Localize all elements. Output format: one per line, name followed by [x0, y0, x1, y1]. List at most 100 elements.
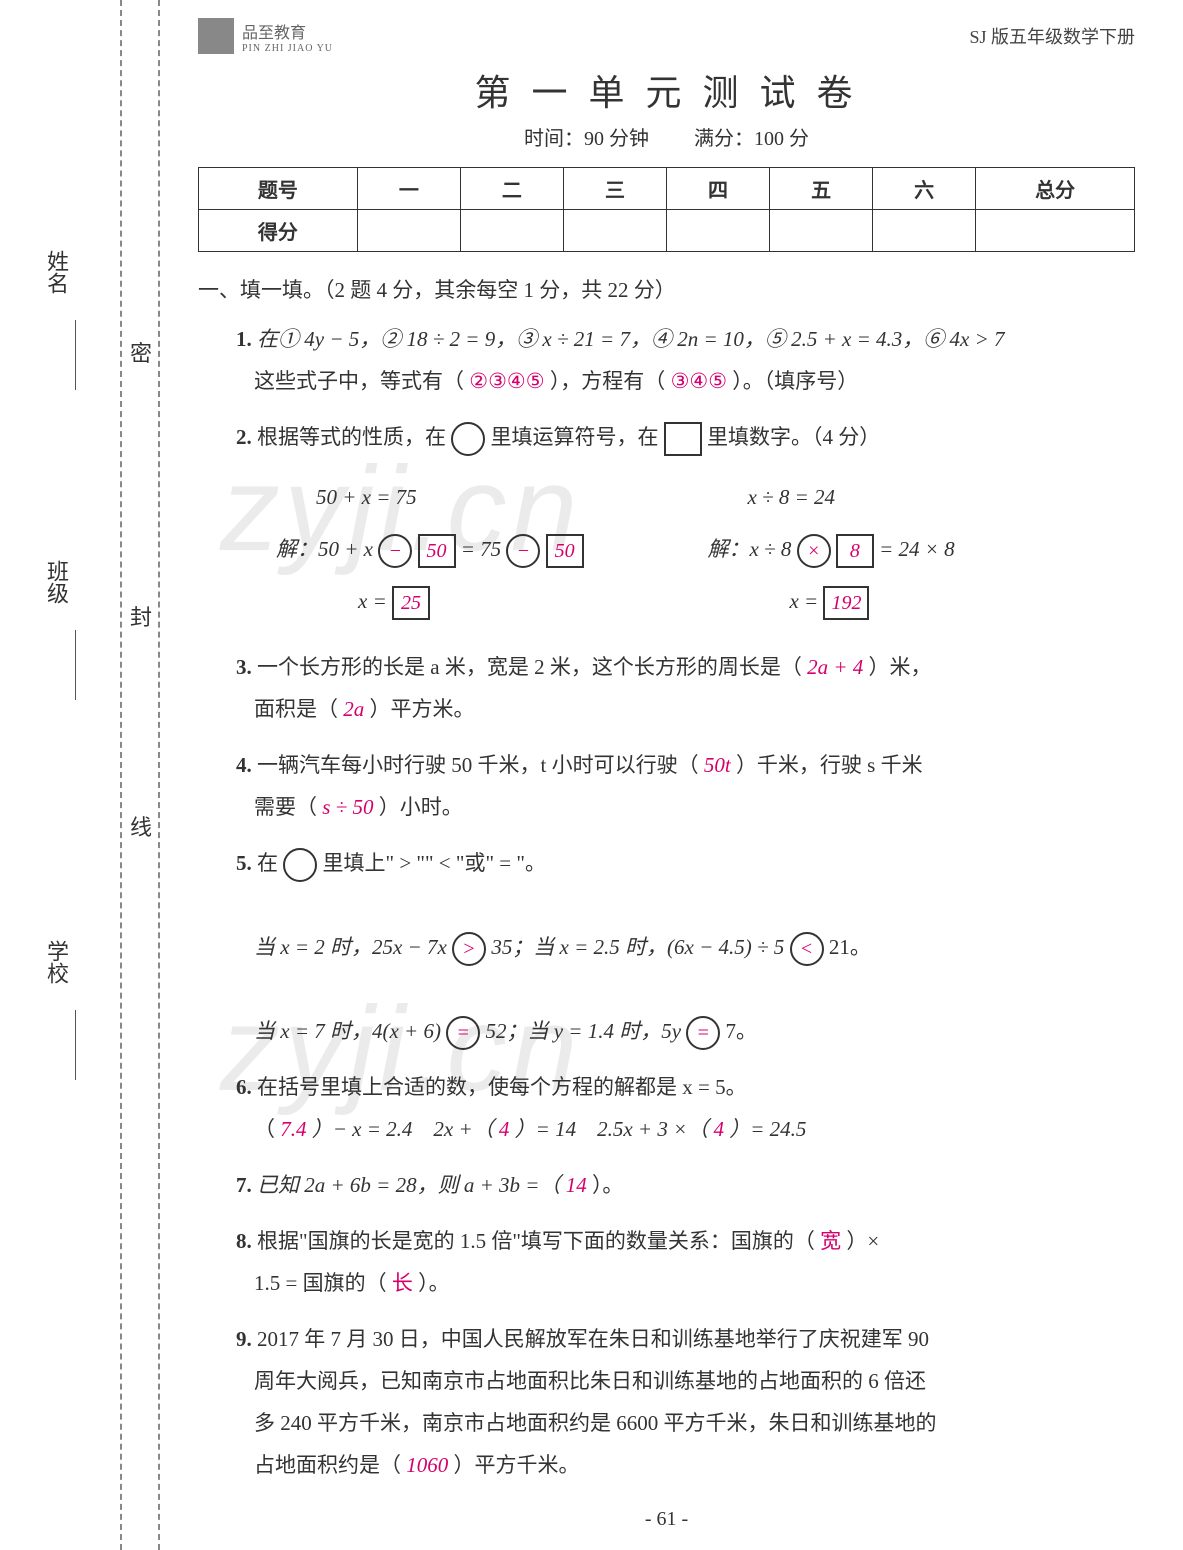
- binding-label-name: 姓名: [40, 250, 72, 294]
- q-number: 4.: [236, 753, 252, 777]
- binding-label-school: 学校: [40, 940, 72, 984]
- ans: 7.4: [280, 1117, 306, 1141]
- q-number: 6.: [236, 1075, 252, 1099]
- eq: x = 192: [747, 580, 1075, 622]
- q2-c: 里填数字。（4 分）: [707, 425, 880, 449]
- th: 三: [563, 168, 666, 210]
- t: 在括号里填上合适的数，使每个方程的解都是 x = 5。: [257, 1075, 747, 1099]
- full-label: 满分: [694, 128, 734, 150]
- table-row: 得分: [199, 210, 1135, 252]
- eq: 50 + x = 75: [316, 476, 644, 518]
- page-header: 品至教育 PIN ZHI JIAO YU SJ 版五年级数学下册: [198, 18, 1135, 54]
- seal-label-feng: 封: [130, 600, 152, 632]
- t: ）平方米。: [370, 697, 475, 721]
- ans: =: [446, 1016, 480, 1050]
- page-content: 品至教育 PIN ZHI JIAO YU SJ 版五年级数学下册 第 一 单 元…: [190, 10, 1143, 1550]
- t: x =: [358, 589, 387, 613]
- th: 得分: [199, 210, 358, 252]
- circle-placeholder-icon: [451, 422, 485, 456]
- t: 2017 年 7 月 30 日，中国人民解放军在朱日和训练基地举行了庆祝建军 9…: [257, 1327, 929, 1351]
- th: 六: [873, 168, 976, 210]
- box-placeholder-icon: [664, 422, 702, 456]
- brand: 品至教育 PIN ZHI JIAO YU: [198, 18, 333, 54]
- ans: >: [452, 932, 486, 966]
- full-value: 100 分: [754, 128, 809, 150]
- t: 多 240 平方千米，南京市占地面积约是 6600 平方千米，朱日和训练基地的: [254, 1411, 937, 1435]
- q1-ans1: ②③④⑤: [469, 369, 544, 393]
- brand-logo-icon: [198, 18, 234, 54]
- t: 一辆汽车每小时行驶 50 千米，t 小时可以行驶（: [257, 753, 699, 777]
- q2-right: x ÷ 8 = 24 解：x ÷ 8 × 8 = 24 × 8 x = 192: [707, 466, 1075, 632]
- time-value: 90 分钟: [584, 128, 649, 150]
- question-1: 1. 在① 4y − 5，② 18 ÷ 2 = 9，③ x ÷ 21 = 7，④…: [236, 318, 1135, 402]
- binding-line: [75, 630, 76, 700]
- t: 52；当 y = 1.4 时，5y: [485, 1019, 681, 1043]
- score-cell[interactable]: [460, 210, 563, 252]
- score-cell[interactable]: [873, 210, 976, 252]
- ans: 1060: [406, 1453, 448, 1477]
- question-5: 5. 在 里填上" > "" < "或" = "。 当 x = 2 时，25x …: [236, 842, 1135, 1052]
- score-cell[interactable]: [976, 210, 1135, 252]
- score-cell[interactable]: [563, 210, 666, 252]
- ans: 4: [714, 1117, 725, 1141]
- ans-n: 8: [836, 534, 874, 568]
- question-8: 8. 根据"国旗的长是宽的 1.5 倍"填写下面的数量关系：国旗的（ 宽 ）× …: [236, 1220, 1135, 1304]
- ans: 宽: [820, 1229, 841, 1253]
- page-subtitle: 时间：90 分钟 满分：100 分: [198, 122, 1135, 151]
- binding-strip: [120, 0, 160, 1550]
- score-cell[interactable]: [357, 210, 460, 252]
- ans: 长: [392, 1271, 413, 1295]
- t: ）千米，行驶 s 千米: [736, 753, 923, 777]
- binding-line: [75, 320, 76, 390]
- circle-placeholder-icon: [283, 848, 317, 882]
- q-number: 8.: [236, 1229, 252, 1253]
- t: 面积是（: [254, 697, 338, 721]
- eq: x ÷ 8 = 24: [747, 476, 1075, 518]
- q1-tail: ）。（填序号）: [732, 369, 858, 393]
- question-4: 4. 一辆汽车每小时行驶 50 千米，t 小时可以行驶（ 50t ）千米，行驶 …: [236, 744, 1135, 828]
- book-edition: SJ 版五年级数学下册: [969, 23, 1135, 49]
- ans: 14: [566, 1173, 587, 1197]
- t: 7。: [726, 1019, 758, 1043]
- binding-label-class: 班级: [40, 560, 72, 604]
- seal-label-mi: 密: [130, 336, 152, 368]
- ans-op: −: [378, 534, 412, 568]
- ans: =: [686, 1016, 720, 1050]
- t: = 75: [461, 537, 501, 561]
- t: 解：50 + x: [276, 537, 373, 561]
- th: 一: [357, 168, 460, 210]
- t: 21。: [829, 935, 871, 959]
- q-number: 7.: [236, 1173, 252, 1197]
- t: 当 x = 7 时，4(x + 6): [254, 1019, 441, 1043]
- brand-pinyin: PIN ZHI JIAO YU: [242, 43, 333, 54]
- t: ）×: [846, 1229, 879, 1253]
- q2-equation-pair: 50 + x = 75 解：50 + x − 50 = 75 − 50 x = …: [276, 466, 1075, 632]
- score-cell[interactable]: [666, 210, 769, 252]
- q-number: 1.: [236, 327, 252, 351]
- th: 题号: [199, 168, 358, 210]
- q1-items: 在① 4y − 5，② 18 ÷ 2 = 9，③ x ÷ 21 = 7，④ 2n…: [257, 327, 1005, 351]
- ans: 2a: [343, 697, 364, 721]
- eq: x = 25: [316, 580, 644, 622]
- q-number: 9.: [236, 1327, 252, 1351]
- t: ）平方千米。: [454, 1453, 580, 1477]
- ans-n: 50: [546, 534, 584, 568]
- question-9: 9. 2017 年 7 月 30 日，中国人民解放军在朱日和训练基地举行了庆祝建…: [236, 1318, 1135, 1486]
- t: ）。: [418, 1271, 450, 1295]
- q-number: 2.: [236, 425, 252, 449]
- question-6: 6. 在括号里填上合适的数，使每个方程的解都是 x = 5。 （ 7.4 ）− …: [236, 1066, 1135, 1150]
- eq: 解：x ÷ 8 × 8 = 24 × 8: [707, 528, 1075, 570]
- t: 已知 2a + 6b = 28，则 a + 3b =（: [257, 1173, 560, 1197]
- ans-op: ×: [797, 534, 831, 568]
- t: 1.5 = 国旗的（: [254, 1271, 387, 1295]
- eq: 解：50 + x − 50 = 75 − 50: [276, 528, 644, 570]
- question-7: 7. 已知 2a + 6b = 28，则 a + 3b =（ 14 ）。: [236, 1164, 1135, 1206]
- t: 一个长方形的长是 a 米，宽是 2 米，这个长方形的周长是（: [257, 655, 802, 679]
- t: 根据"国旗的长是宽的 1.5 倍"填写下面的数量关系：国旗的（: [257, 1229, 815, 1253]
- score-cell[interactable]: [770, 210, 873, 252]
- ans: 50t: [704, 753, 731, 777]
- t: x =: [789, 589, 818, 613]
- q1-ans2: ③④⑤: [671, 369, 727, 393]
- t: 里填上" > "" < "或" = "。: [323, 851, 546, 875]
- th: 四: [666, 168, 769, 210]
